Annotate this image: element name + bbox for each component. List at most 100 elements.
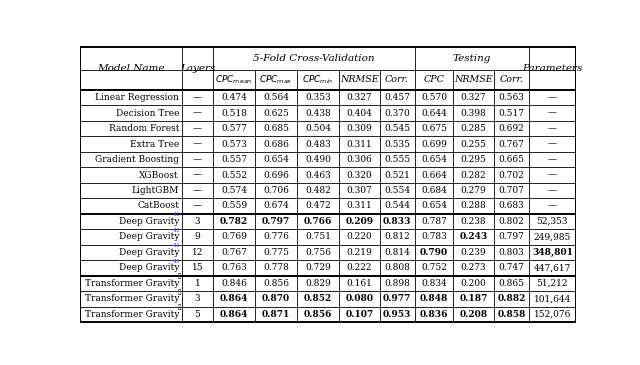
Text: 0.398: 0.398 <box>461 109 486 118</box>
Text: 0.107: 0.107 <box>345 310 373 319</box>
Text: Linear Regression: Linear Regression <box>95 93 179 102</box>
Text: 5-Fold Cross-Validation: 5-Fold Cross-Validation <box>253 54 374 63</box>
Text: 0.563: 0.563 <box>499 93 524 102</box>
Text: 0.474: 0.474 <box>221 93 247 102</box>
Text: 0.787: 0.787 <box>421 217 447 226</box>
Text: 0.490: 0.490 <box>305 155 331 164</box>
Text: 1: 1 <box>195 279 200 288</box>
Text: —: — <box>193 170 202 180</box>
Text: 0.574: 0.574 <box>221 186 247 195</box>
Text: XGBoost: XGBoost <box>140 170 179 180</box>
Text: 0.856: 0.856 <box>304 310 332 319</box>
Text: Deep Gravity: Deep Gravity <box>118 217 179 226</box>
Text: 0.309: 0.309 <box>346 124 372 133</box>
Text: —: — <box>193 139 202 149</box>
Text: —: — <box>193 186 202 195</box>
Text: 0.573: 0.573 <box>221 139 247 149</box>
Text: 0.864: 0.864 <box>220 294 248 303</box>
Text: Transformer Gravity: Transformer Gravity <box>84 310 179 319</box>
Text: 249,985: 249,985 <box>534 233 571 241</box>
Text: NRMSE: NRMSE <box>454 75 493 84</box>
Text: 12: 12 <box>192 248 204 257</box>
Text: 0.751: 0.751 <box>305 233 331 241</box>
Text: 0.665: 0.665 <box>499 155 524 164</box>
Text: 41: 41 <box>172 258 180 264</box>
Text: —: — <box>548 139 557 149</box>
Text: 41: 41 <box>172 212 180 217</box>
Text: $\mathit{CPC}_{min}$: $\mathit{CPC}_{min}$ <box>302 73 333 86</box>
Text: —: — <box>548 201 557 211</box>
Text: 0.327: 0.327 <box>346 93 372 102</box>
Text: 0.483: 0.483 <box>305 139 331 149</box>
Text: 0.438: 0.438 <box>305 109 331 118</box>
Text: ★: ★ <box>177 274 180 280</box>
Text: —: — <box>193 124 202 133</box>
Text: ★: ★ <box>177 289 180 295</box>
Text: 0.504: 0.504 <box>305 124 331 133</box>
Text: 0.209: 0.209 <box>345 217 373 226</box>
Text: 0.238: 0.238 <box>461 217 486 226</box>
Text: 0.208: 0.208 <box>460 310 488 319</box>
Text: 15: 15 <box>192 264 204 272</box>
Text: —: — <box>548 124 557 133</box>
Text: 0.977: 0.977 <box>383 294 412 303</box>
Text: 0.282: 0.282 <box>461 170 486 180</box>
Text: 0.769: 0.769 <box>221 233 247 241</box>
Text: ★: ★ <box>177 305 180 310</box>
Text: —: — <box>548 186 557 195</box>
Text: 0.790: 0.790 <box>420 248 448 257</box>
Text: $\mathit{CPC}_{mean}$: $\mathit{CPC}_{mean}$ <box>215 73 253 86</box>
Text: 0.803: 0.803 <box>499 248 524 257</box>
Text: 0.239: 0.239 <box>461 248 486 257</box>
Text: Random Forest: Random Forest <box>109 124 179 133</box>
Text: 0.707: 0.707 <box>499 186 524 195</box>
Text: 0.858: 0.858 <box>497 310 525 319</box>
Text: 0.783: 0.783 <box>421 233 447 241</box>
Text: 447,617: 447,617 <box>534 264 571 272</box>
Text: 0.756: 0.756 <box>305 248 331 257</box>
Text: 3: 3 <box>195 294 200 303</box>
Text: 0.848: 0.848 <box>420 294 448 303</box>
Text: 0.306: 0.306 <box>346 155 372 164</box>
Text: 0.564: 0.564 <box>263 93 289 102</box>
Text: 0.763: 0.763 <box>221 264 247 272</box>
Text: 0.320: 0.320 <box>346 170 372 180</box>
Text: 0.808: 0.808 <box>384 264 410 272</box>
Text: 41: 41 <box>172 243 180 248</box>
Text: 0.080: 0.080 <box>346 294 373 303</box>
Text: Parameters: Parameters <box>522 64 582 73</box>
Text: Corr.: Corr. <box>385 75 409 84</box>
Text: 0.654: 0.654 <box>263 155 289 164</box>
Text: 5: 5 <box>195 310 200 319</box>
Text: —: — <box>193 93 202 102</box>
Text: Extra Tree: Extra Tree <box>130 139 179 149</box>
Text: 0.782: 0.782 <box>220 217 248 226</box>
Text: Model Name: Model Name <box>97 64 164 73</box>
Text: 0.696: 0.696 <box>263 170 289 180</box>
Text: 0.517: 0.517 <box>499 109 524 118</box>
Text: 9: 9 <box>195 233 200 241</box>
Text: 0.674: 0.674 <box>263 201 289 211</box>
Text: 348,801: 348,801 <box>532 248 573 257</box>
Text: 0.295: 0.295 <box>461 155 486 164</box>
Text: Deep Gravity: Deep Gravity <box>118 233 179 241</box>
Text: 0.518: 0.518 <box>221 109 247 118</box>
Text: 0.767: 0.767 <box>221 248 247 257</box>
Text: 0.273: 0.273 <box>461 264 486 272</box>
Text: 0.846: 0.846 <box>221 279 247 288</box>
Text: 0.644: 0.644 <box>421 109 447 118</box>
Text: 0.864: 0.864 <box>220 310 248 319</box>
Text: 0.577: 0.577 <box>221 124 247 133</box>
Text: $\mathit{CPC}_{max}$: $\mathit{CPC}_{max}$ <box>259 73 293 86</box>
Text: 0.200: 0.200 <box>461 279 486 288</box>
Text: 0.664: 0.664 <box>421 170 447 180</box>
Text: —: — <box>548 93 557 102</box>
Text: 0.552: 0.552 <box>221 170 247 180</box>
Text: 0.767: 0.767 <box>499 139 524 149</box>
Text: CPC: CPC <box>424 75 444 84</box>
Text: 0.778: 0.778 <box>263 264 289 272</box>
Text: 0.255: 0.255 <box>461 139 486 149</box>
Text: 0.307: 0.307 <box>346 186 372 195</box>
Text: Corr.: Corr. <box>499 75 524 84</box>
Text: 0.570: 0.570 <box>421 93 447 102</box>
